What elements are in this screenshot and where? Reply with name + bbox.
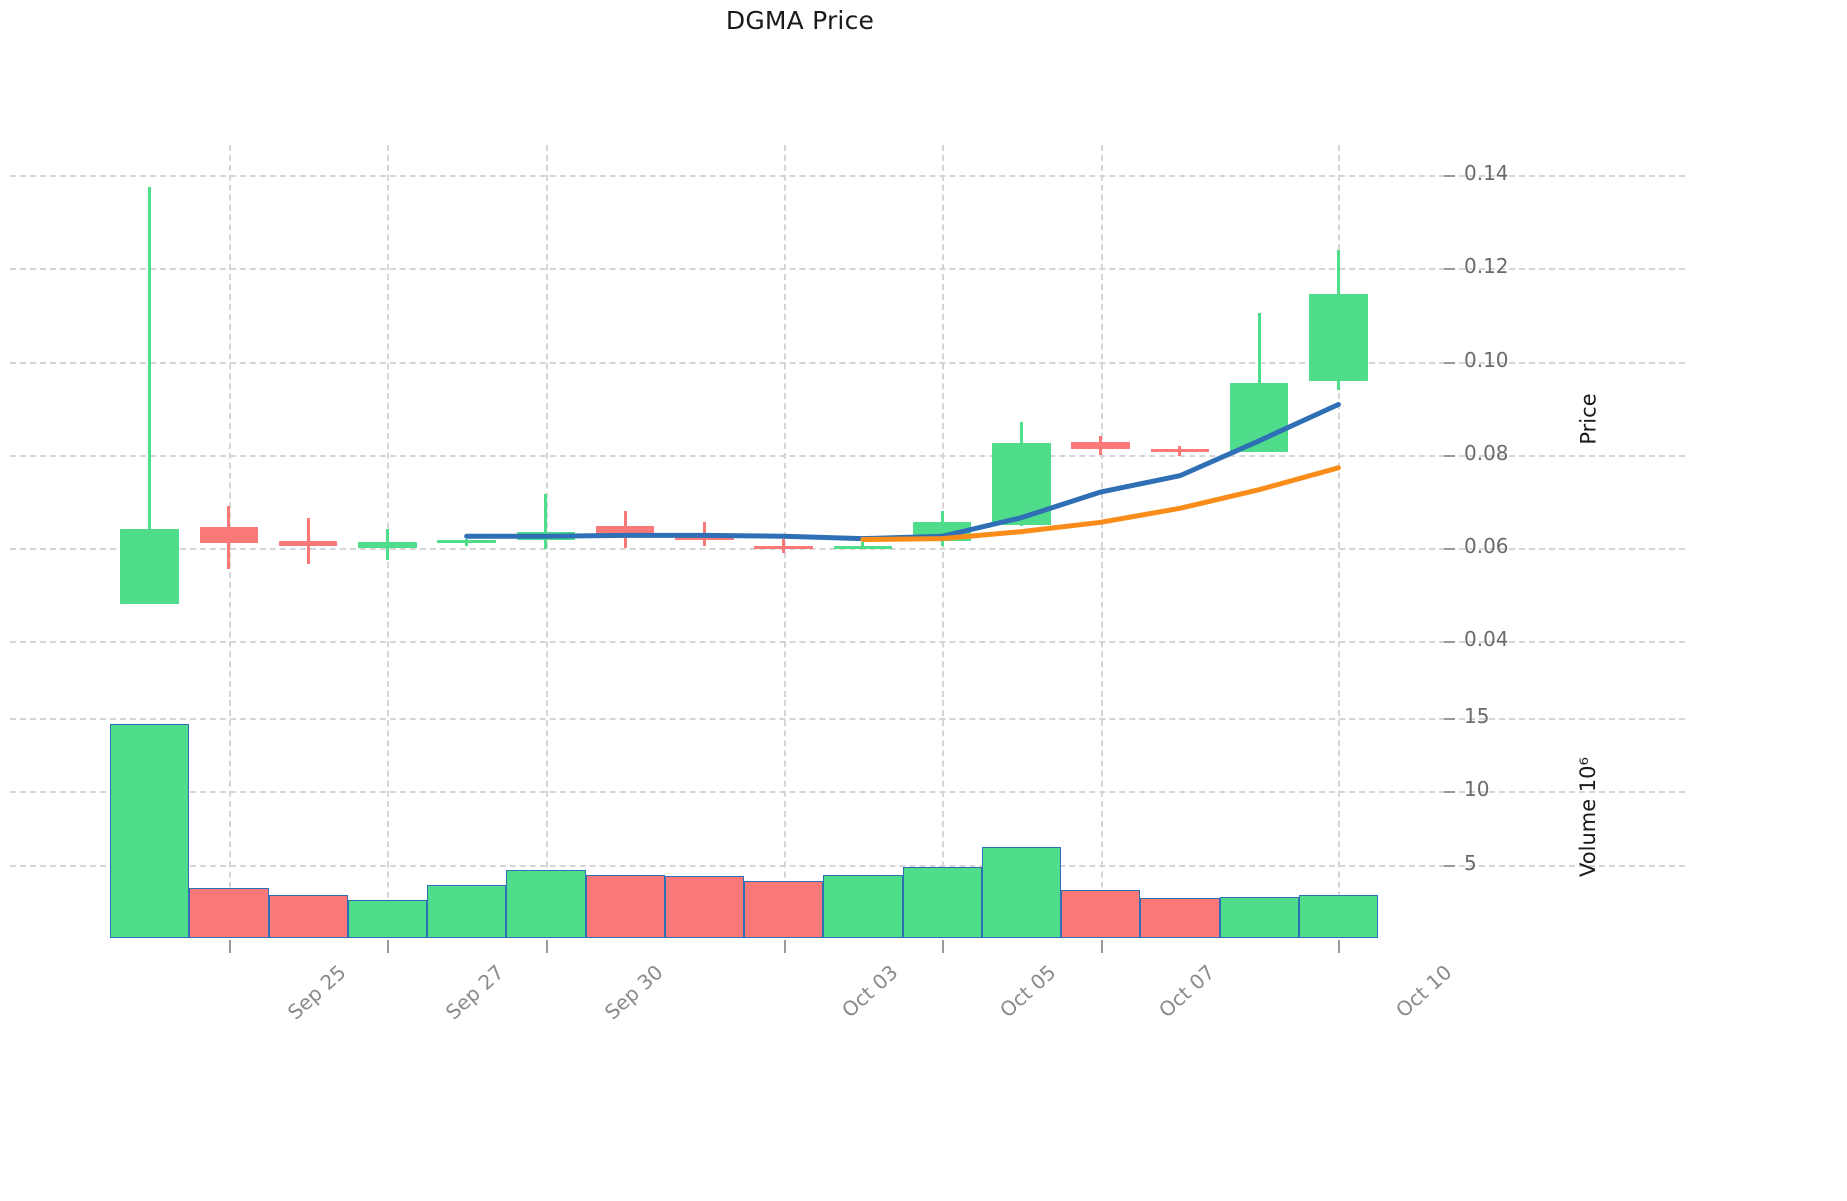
volume-bar[interactable] [347, 899, 427, 938]
volume-bar[interactable] [744, 880, 824, 938]
price-gridline [10, 547, 1685, 550]
price-gridline [10, 361, 1685, 364]
volume-bar[interactable] [902, 867, 982, 938]
price-tick-mark [1444, 641, 1455, 644]
candle-body[interactable] [1150, 449, 1210, 453]
price-vgridline [545, 145, 548, 697]
x-tick-mark [545, 940, 548, 953]
candle-body[interactable] [358, 542, 417, 548]
price-vgridline [228, 145, 231, 697]
candle-body[interactable] [1071, 441, 1130, 450]
volume-vgridline [1100, 700, 1103, 938]
price-vgridline [942, 145, 945, 697]
volume-vgridline [783, 700, 786, 938]
ma-line-ma-slow [860, 465, 1341, 543]
candle-wick [1257, 312, 1261, 453]
price-vgridline [1338, 145, 1341, 697]
price-tick-label: 0.08 [1464, 440, 1509, 465]
volume-bar[interactable] [1298, 895, 1378, 938]
volume-bar[interactable] [506, 870, 586, 938]
volume-bar[interactable] [981, 846, 1061, 938]
volume-gridline [10, 791, 1685, 794]
volume-bar[interactable] [268, 895, 348, 938]
price-vgridline [387, 145, 390, 697]
volume-tick-label: 15 [1464, 703, 1490, 728]
volume-tick-label: 10 [1464, 777, 1490, 802]
price-tick-label: 0.10 [1464, 347, 1509, 372]
price-tick-mark [1444, 454, 1455, 457]
price-plot-area [10, 145, 1685, 697]
x-tick-mark [228, 940, 231, 953]
volume-bar[interactable] [110, 723, 190, 938]
volume-bar[interactable] [585, 874, 665, 938]
price-gridline [10, 175, 1685, 178]
price-tick-mark [1444, 175, 1455, 178]
candle-body[interactable] [595, 525, 655, 537]
chart-title: DGMA Price [725, 6, 875, 35]
volume-vgridline [228, 700, 231, 938]
volume-bar[interactable] [823, 874, 903, 938]
price-gridline [10, 268, 1685, 271]
price-tick-mark [1444, 547, 1455, 550]
price-gridline [10, 641, 1685, 644]
candle-body[interactable] [833, 545, 893, 549]
x-tick-mark [1338, 940, 1341, 953]
candle-body[interactable] [1309, 294, 1368, 382]
volume-vgridline [545, 700, 548, 938]
candle-wick [148, 186, 152, 604]
ma-line-ma-fast [464, 401, 1341, 542]
volume-tick-label: 5 [1464, 850, 1477, 875]
candle-body[interactable] [754, 545, 813, 549]
price-tick-label: 0.04 [1464, 627, 1509, 652]
volume-bar[interactable] [1219, 896, 1299, 938]
volume-gridline [10, 717, 1685, 720]
volume-bar[interactable] [1140, 898, 1220, 938]
candle-body[interactable] [120, 529, 179, 604]
volume-vgridline [1338, 700, 1341, 938]
price-tick-mark [1444, 361, 1455, 364]
price-tick-label: 0.14 [1464, 161, 1509, 186]
price-vgridline [783, 145, 786, 697]
x-tick-mark [387, 940, 390, 953]
x-tick-mark [1100, 940, 1103, 953]
volume-bar[interactable] [189, 888, 269, 938]
volume-gridline [10, 864, 1685, 867]
volume-tick-mark [1444, 791, 1455, 794]
volume-bar[interactable] [1061, 889, 1141, 938]
volume-tick-mark [1444, 864, 1455, 867]
candle-body[interactable] [199, 526, 259, 544]
candle-body[interactable] [278, 540, 338, 546]
volume-bar[interactable] [664, 876, 744, 938]
candle-wick [544, 494, 548, 549]
volume-vgridline [942, 700, 945, 938]
price-vgridline [1100, 145, 1103, 697]
price-gridline [10, 454, 1685, 457]
price-tick-label: 0.06 [1464, 533, 1509, 558]
candle-body[interactable] [437, 539, 496, 543]
volume-plot-area [10, 700, 1685, 938]
volume-bar[interactable] [427, 885, 507, 938]
price-tick-label: 0.12 [1464, 254, 1509, 279]
price-tick-mark [1444, 268, 1455, 271]
volume-vgridline [387, 700, 390, 938]
x-tick-mark [942, 940, 945, 953]
x-tick-mark [783, 940, 786, 953]
volume-tick-mark [1444, 717, 1455, 720]
